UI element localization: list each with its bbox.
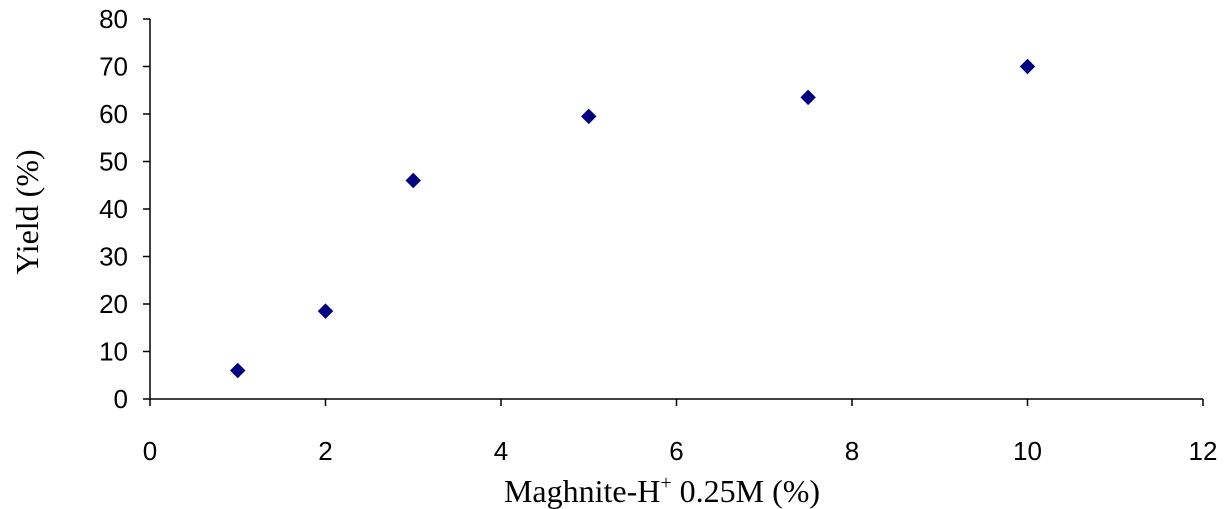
x-axis-title-suffix: 0.25M (%) xyxy=(672,473,820,509)
x-tick-label: 2 xyxy=(318,436,332,466)
y-tick-label: 30 xyxy=(99,242,128,272)
data-point-marker xyxy=(230,362,246,379)
y-tick-label: 80 xyxy=(99,4,128,34)
x-tick-label: 4 xyxy=(494,436,508,466)
data-point-marker xyxy=(581,108,597,125)
y-tick-label: 40 xyxy=(99,194,128,224)
y-tick-label: 60 xyxy=(99,99,128,129)
x-axis-title: Maghnite-H+ 0.25M (%) xyxy=(504,472,820,509)
y-axis-ticks: 0 10 20 30 40 50 60 70 80 xyxy=(99,4,150,414)
x-tick-label: 6 xyxy=(669,436,683,466)
data-point-marker xyxy=(1019,58,1036,75)
x-tick-label: 12 xyxy=(1189,436,1218,466)
y-axis-title: Yield (%) xyxy=(9,149,45,274)
y-tick-label: 50 xyxy=(99,147,128,177)
y-tick-label: 20 xyxy=(99,289,128,319)
y-tick-label: 70 xyxy=(99,52,128,82)
x-tick-label: 8 xyxy=(845,436,859,466)
x-axis-title-main: Maghnite-H xyxy=(504,473,660,509)
data-points xyxy=(230,58,1036,379)
data-point-marker xyxy=(800,89,816,106)
x-tick-label: 10 xyxy=(1013,436,1042,466)
data-point-marker xyxy=(405,172,421,189)
x-axis-title-superscript: + xyxy=(660,472,671,494)
x-axis-ticks: 0 2 4 6 8 10 12 xyxy=(143,399,1218,466)
data-point-marker xyxy=(317,303,334,319)
y-tick-label: 10 xyxy=(99,337,128,367)
x-tick-label: 0 xyxy=(143,436,157,466)
y-tick-label: 0 xyxy=(114,384,128,414)
